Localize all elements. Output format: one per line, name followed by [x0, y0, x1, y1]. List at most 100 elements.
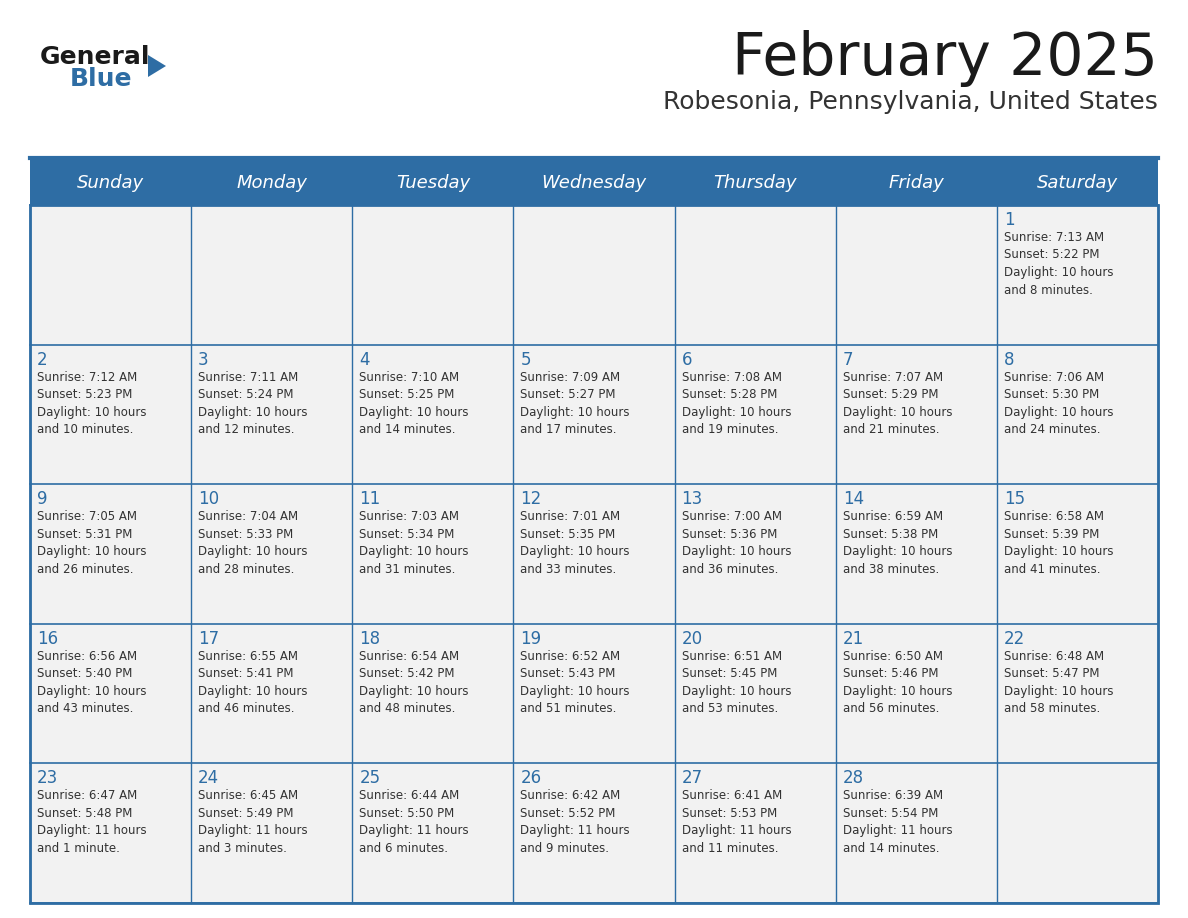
Bar: [513, 344, 675, 484]
Text: Friday: Friday: [889, 174, 944, 192]
Text: Sunrise: 6:42 AM
Sunset: 5:52 PM
Daylight: 11 hours
and 9 minutes.: Sunrise: 6:42 AM Sunset: 5:52 PM Dayligh…: [520, 789, 630, 855]
Bar: [30, 205, 191, 344]
Bar: [835, 484, 997, 624]
Text: 3: 3: [198, 351, 209, 369]
Text: 20: 20: [682, 630, 702, 648]
Text: Sunrise: 7:03 AM
Sunset: 5:34 PM
Daylight: 10 hours
and 31 minutes.: Sunrise: 7:03 AM Sunset: 5:34 PM Dayligh…: [359, 510, 469, 576]
Text: Blue: Blue: [70, 67, 133, 91]
Text: 25: 25: [359, 769, 380, 788]
Text: Tuesday: Tuesday: [396, 174, 470, 192]
Polygon shape: [148, 55, 166, 77]
Bar: [513, 205, 675, 344]
Text: February 2025: February 2025: [732, 30, 1158, 87]
Text: 21: 21: [842, 630, 864, 648]
Bar: [30, 764, 191, 903]
Text: Sunrise: 6:50 AM
Sunset: 5:46 PM
Daylight: 10 hours
and 56 minutes.: Sunrise: 6:50 AM Sunset: 5:46 PM Dayligh…: [842, 650, 953, 715]
Text: 6: 6: [682, 351, 693, 369]
Bar: [353, 624, 513, 764]
Bar: [675, 624, 835, 764]
Text: Thursday: Thursday: [713, 174, 797, 192]
Text: Sunrise: 6:45 AM
Sunset: 5:49 PM
Daylight: 11 hours
and 3 minutes.: Sunrise: 6:45 AM Sunset: 5:49 PM Dayligh…: [198, 789, 308, 855]
Text: 19: 19: [520, 630, 542, 648]
Bar: [191, 205, 353, 344]
Text: Sunrise: 6:39 AM
Sunset: 5:54 PM
Daylight: 11 hours
and 14 minutes.: Sunrise: 6:39 AM Sunset: 5:54 PM Dayligh…: [842, 789, 953, 855]
Bar: [30, 160, 1158, 205]
Text: 12: 12: [520, 490, 542, 509]
Text: 17: 17: [198, 630, 220, 648]
Text: 10: 10: [198, 490, 220, 509]
Bar: [997, 764, 1158, 903]
Text: 8: 8: [1004, 351, 1015, 369]
Bar: [191, 484, 353, 624]
Bar: [30, 484, 191, 624]
Text: 14: 14: [842, 490, 864, 509]
Text: Sunrise: 6:47 AM
Sunset: 5:48 PM
Daylight: 11 hours
and 1 minute.: Sunrise: 6:47 AM Sunset: 5:48 PM Dayligh…: [37, 789, 146, 855]
Text: Sunrise: 7:00 AM
Sunset: 5:36 PM
Daylight: 10 hours
and 36 minutes.: Sunrise: 7:00 AM Sunset: 5:36 PM Dayligh…: [682, 510, 791, 576]
Bar: [513, 624, 675, 764]
Bar: [997, 624, 1158, 764]
Bar: [353, 484, 513, 624]
Text: 22: 22: [1004, 630, 1025, 648]
Text: Sunrise: 7:01 AM
Sunset: 5:35 PM
Daylight: 10 hours
and 33 minutes.: Sunrise: 7:01 AM Sunset: 5:35 PM Dayligh…: [520, 510, 630, 576]
Text: General: General: [40, 45, 151, 69]
Text: 7: 7: [842, 351, 853, 369]
Text: 13: 13: [682, 490, 703, 509]
Text: Sunday: Sunday: [77, 174, 144, 192]
Bar: [835, 764, 997, 903]
Bar: [191, 624, 353, 764]
Bar: [675, 484, 835, 624]
Text: Sunrise: 7:13 AM
Sunset: 5:22 PM
Daylight: 10 hours
and 8 minutes.: Sunrise: 7:13 AM Sunset: 5:22 PM Dayligh…: [1004, 231, 1113, 297]
Text: Robesonia, Pennsylvania, United States: Robesonia, Pennsylvania, United States: [663, 90, 1158, 114]
Bar: [835, 344, 997, 484]
Text: Saturday: Saturday: [1037, 174, 1118, 192]
Text: Sunrise: 6:59 AM
Sunset: 5:38 PM
Daylight: 10 hours
and 38 minutes.: Sunrise: 6:59 AM Sunset: 5:38 PM Dayligh…: [842, 510, 953, 576]
Text: Sunrise: 6:48 AM
Sunset: 5:47 PM
Daylight: 10 hours
and 58 minutes.: Sunrise: 6:48 AM Sunset: 5:47 PM Dayligh…: [1004, 650, 1113, 715]
Text: 28: 28: [842, 769, 864, 788]
Text: Sunrise: 6:56 AM
Sunset: 5:40 PM
Daylight: 10 hours
and 43 minutes.: Sunrise: 6:56 AM Sunset: 5:40 PM Dayligh…: [37, 650, 146, 715]
Text: 2: 2: [37, 351, 48, 369]
Text: Wednesday: Wednesday: [542, 174, 646, 192]
Bar: [191, 764, 353, 903]
Bar: [835, 624, 997, 764]
Bar: [997, 344, 1158, 484]
Text: Sunrise: 7:04 AM
Sunset: 5:33 PM
Daylight: 10 hours
and 28 minutes.: Sunrise: 7:04 AM Sunset: 5:33 PM Dayligh…: [198, 510, 308, 576]
Bar: [30, 344, 191, 484]
Text: Sunrise: 6:51 AM
Sunset: 5:45 PM
Daylight: 10 hours
and 53 minutes.: Sunrise: 6:51 AM Sunset: 5:45 PM Dayligh…: [682, 650, 791, 715]
Bar: [191, 344, 353, 484]
Bar: [353, 205, 513, 344]
Text: 4: 4: [359, 351, 369, 369]
Text: Sunrise: 7:05 AM
Sunset: 5:31 PM
Daylight: 10 hours
and 26 minutes.: Sunrise: 7:05 AM Sunset: 5:31 PM Dayligh…: [37, 510, 146, 576]
Bar: [353, 344, 513, 484]
Bar: [513, 764, 675, 903]
Text: Sunrise: 6:58 AM
Sunset: 5:39 PM
Daylight: 10 hours
and 41 minutes.: Sunrise: 6:58 AM Sunset: 5:39 PM Dayligh…: [1004, 510, 1113, 576]
Text: Sunrise: 7:06 AM
Sunset: 5:30 PM
Daylight: 10 hours
and 24 minutes.: Sunrise: 7:06 AM Sunset: 5:30 PM Dayligh…: [1004, 371, 1113, 436]
Bar: [997, 205, 1158, 344]
Text: Sunrise: 6:41 AM
Sunset: 5:53 PM
Daylight: 11 hours
and 11 minutes.: Sunrise: 6:41 AM Sunset: 5:53 PM Dayligh…: [682, 789, 791, 855]
Bar: [835, 205, 997, 344]
Text: Sunrise: 7:10 AM
Sunset: 5:25 PM
Daylight: 10 hours
and 14 minutes.: Sunrise: 7:10 AM Sunset: 5:25 PM Dayligh…: [359, 371, 469, 436]
Bar: [30, 205, 1158, 903]
Text: Sunrise: 7:08 AM
Sunset: 5:28 PM
Daylight: 10 hours
and 19 minutes.: Sunrise: 7:08 AM Sunset: 5:28 PM Dayligh…: [682, 371, 791, 436]
Text: 18: 18: [359, 630, 380, 648]
Bar: [353, 764, 513, 903]
Bar: [675, 764, 835, 903]
Bar: [675, 344, 835, 484]
Text: 5: 5: [520, 351, 531, 369]
Text: 24: 24: [198, 769, 220, 788]
Text: Sunrise: 6:55 AM
Sunset: 5:41 PM
Daylight: 10 hours
and 46 minutes.: Sunrise: 6:55 AM Sunset: 5:41 PM Dayligh…: [198, 650, 308, 715]
Text: Sunrise: 7:09 AM
Sunset: 5:27 PM
Daylight: 10 hours
and 17 minutes.: Sunrise: 7:09 AM Sunset: 5:27 PM Dayligh…: [520, 371, 630, 436]
Text: Sunrise: 7:12 AM
Sunset: 5:23 PM
Daylight: 10 hours
and 10 minutes.: Sunrise: 7:12 AM Sunset: 5:23 PM Dayligh…: [37, 371, 146, 436]
Bar: [997, 484, 1158, 624]
Text: Sunrise: 6:52 AM
Sunset: 5:43 PM
Daylight: 10 hours
and 51 minutes.: Sunrise: 6:52 AM Sunset: 5:43 PM Dayligh…: [520, 650, 630, 715]
Text: Sunrise: 6:54 AM
Sunset: 5:42 PM
Daylight: 10 hours
and 48 minutes.: Sunrise: 6:54 AM Sunset: 5:42 PM Dayligh…: [359, 650, 469, 715]
Bar: [675, 205, 835, 344]
Text: 27: 27: [682, 769, 702, 788]
Text: 9: 9: [37, 490, 48, 509]
Text: 26: 26: [520, 769, 542, 788]
Text: 11: 11: [359, 490, 380, 509]
Bar: [30, 624, 191, 764]
Text: Sunrise: 6:44 AM
Sunset: 5:50 PM
Daylight: 11 hours
and 6 minutes.: Sunrise: 6:44 AM Sunset: 5:50 PM Dayligh…: [359, 789, 469, 855]
Text: 1: 1: [1004, 211, 1015, 229]
Text: Monday: Monday: [236, 174, 308, 192]
Bar: [513, 484, 675, 624]
